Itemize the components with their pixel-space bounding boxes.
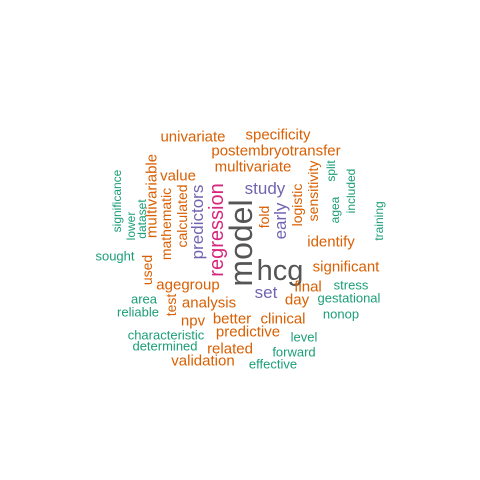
word-significant: significant [313,258,381,275]
word-effective: effective [249,357,297,372]
word-clinical: clinical [260,310,305,327]
word-predictive: predictive [216,323,280,340]
word-area: area [131,292,158,307]
word-regression: regression [206,183,228,276]
word-hcg: hcg [257,255,304,287]
word-postembryotransfer: postembryotransfer [211,142,340,159]
word-determined: determined [132,339,197,354]
word-day: day [285,291,310,308]
word-gestational: gestational [318,291,381,306]
word-agegroup: agegroup [156,276,219,293]
word-final: final [294,278,322,295]
word-agea: agea [328,196,342,223]
word-used: used [139,255,155,285]
word-sought: sought [95,249,134,264]
word-identify: identify [307,233,355,250]
word-univariate: univariate [160,128,225,145]
word-calculated: calculated [174,184,190,247]
word-multivariable: multivariable [143,154,160,238]
word-split: split [324,160,338,182]
word-included: included [344,169,358,214]
word-significance: significance [110,169,124,232]
word-characteristic: characteristic [128,328,205,343]
word-forward: forward [272,345,315,360]
word-fold: fold [256,206,272,229]
word-dataset: dataset [135,199,149,239]
word-analysis: analysis [182,294,236,311]
word-related: related [207,340,253,357]
word-nonop: nonop [323,307,359,322]
word-stress: stress [334,278,369,293]
word-level: level [291,330,318,345]
word-training: training [372,201,386,240]
word-validation: validation [171,352,234,369]
word-model: model [223,199,259,286]
word-multivariate: multivariate [215,158,292,175]
word-npv: npv [181,312,206,329]
word-value: value [160,167,196,184]
word-study: study [245,179,286,198]
word-lower: lower [124,212,138,241]
word-predictors: predictors [188,185,207,260]
word-test: test [163,294,179,317]
word-set: set [255,283,278,302]
word-specificity: specificity [245,126,311,143]
word-early: early [271,202,290,239]
word-better: better [213,310,251,327]
word-sensitivity: sensitivity [305,161,321,222]
word-logistic: logistic [289,184,305,227]
word-reliable: reliable [117,305,159,320]
word-mathematic: mathematic [158,188,174,260]
